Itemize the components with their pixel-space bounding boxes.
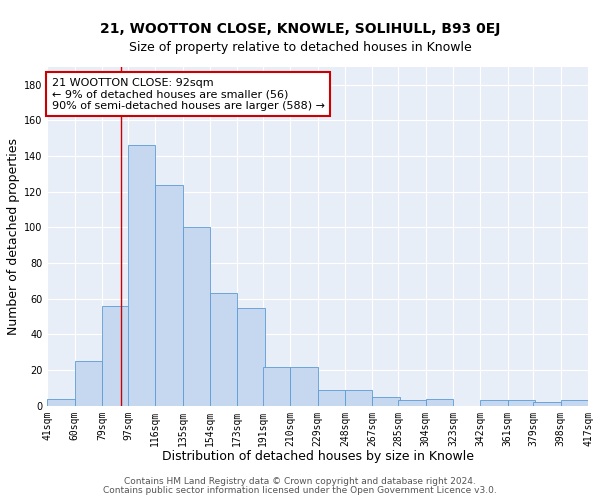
Text: 21, WOOTTON CLOSE, KNOWLE, SOLIHULL, B93 0EJ: 21, WOOTTON CLOSE, KNOWLE, SOLIHULL, B93… bbox=[100, 22, 500, 36]
Text: Size of property relative to detached houses in Knowle: Size of property relative to detached ho… bbox=[128, 41, 472, 54]
Bar bbox=[561, 400, 588, 406]
Bar bbox=[398, 400, 425, 406]
Bar bbox=[128, 146, 155, 406]
Bar bbox=[533, 402, 561, 406]
Bar bbox=[480, 400, 508, 406]
Y-axis label: Number of detached properties: Number of detached properties bbox=[7, 138, 20, 335]
Bar bbox=[290, 366, 318, 406]
Bar bbox=[263, 366, 290, 406]
Bar bbox=[155, 184, 182, 406]
Text: Contains public sector information licensed under the Open Government Licence v3: Contains public sector information licen… bbox=[103, 486, 497, 495]
Bar bbox=[508, 400, 535, 406]
Bar bbox=[75, 361, 102, 406]
Text: Contains HM Land Registry data © Crown copyright and database right 2024.: Contains HM Land Registry data © Crown c… bbox=[124, 477, 476, 486]
Bar bbox=[210, 294, 237, 406]
X-axis label: Distribution of detached houses by size in Knowle: Distribution of detached houses by size … bbox=[162, 450, 474, 463]
Bar bbox=[47, 398, 75, 406]
Bar bbox=[102, 306, 130, 406]
Bar bbox=[373, 397, 400, 406]
Bar bbox=[425, 398, 453, 406]
Bar bbox=[237, 308, 265, 406]
Text: 21 WOOTTON CLOSE: 92sqm
← 9% of detached houses are smaller (56)
90% of semi-det: 21 WOOTTON CLOSE: 92sqm ← 9% of detached… bbox=[52, 78, 325, 111]
Bar bbox=[345, 390, 373, 406]
Bar bbox=[182, 228, 210, 406]
Bar bbox=[318, 390, 345, 406]
